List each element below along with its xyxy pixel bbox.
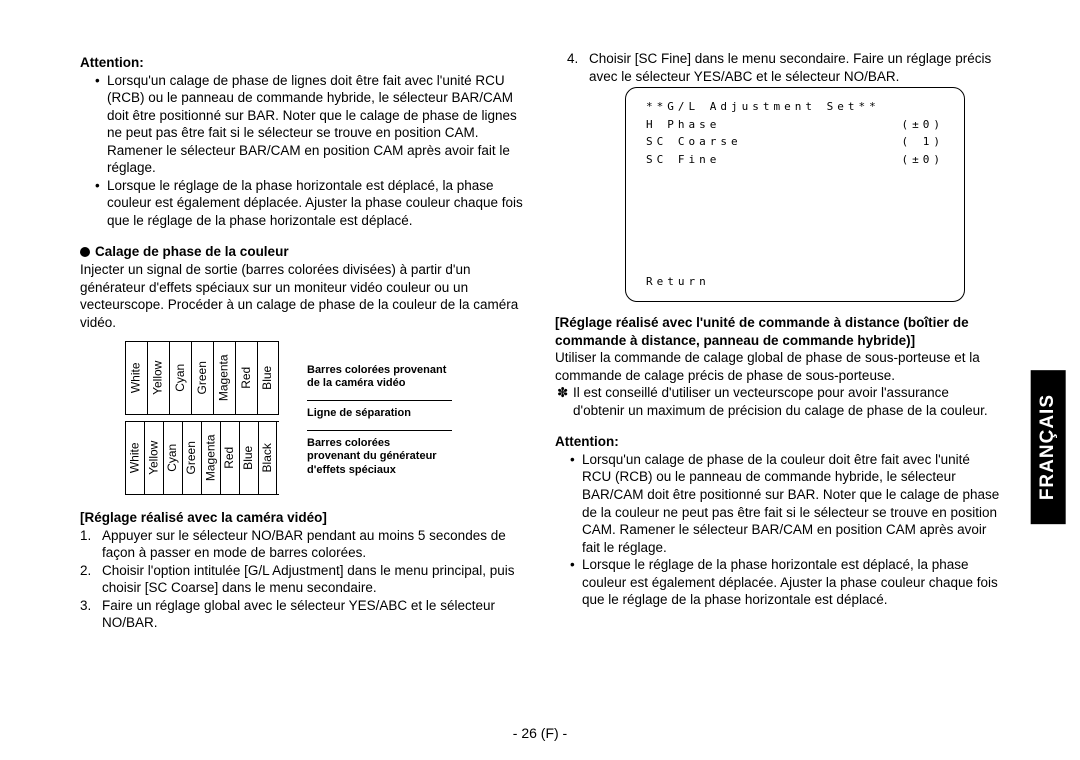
list-item: 2. Choisir l'option intitulée [G/L Adjus… (80, 562, 525, 597)
color-cell: Cyan (163, 422, 182, 494)
tip-text: Il est conseillé d'utiliser un vecteursc… (573, 384, 1000, 419)
circle-icon (80, 247, 90, 257)
color-cell: Red (235, 342, 257, 414)
list-number: 4. (567, 50, 589, 85)
left-column: Attention: • Lorsqu'un calage de phase d… (80, 50, 525, 632)
color-cell: Blue (239, 422, 258, 494)
bullet-text: Lorsque le réglage de la phase horizonta… (582, 556, 1000, 609)
menu-row: SC Coarse ( 1) (646, 133, 944, 151)
diagram-label: Ligne de séparation (307, 407, 452, 420)
diamond-icon: ✽ (557, 384, 569, 419)
color-cell: Magenta (213, 342, 235, 414)
attention-label: Attention: (555, 433, 1000, 451)
list-number: 2. (80, 562, 102, 597)
menu-title: **G/L Adjustment Set** (646, 98, 944, 116)
list-text: Appuyer sur le sélecteur NO/BAR pendant … (102, 527, 525, 562)
color-cell: Yellow (144, 422, 163, 494)
bullet-dot: • (95, 72, 107, 177)
bullet-dot: • (95, 177, 107, 230)
language-tab: FRANÇAIS (1031, 370, 1066, 524)
menu-display: **G/L Adjustment Set** H Phase (±0) SC C… (625, 87, 965, 302)
list-text: Choisir [SC Fine] dans le menu secondair… (589, 50, 1000, 85)
right-column: 4. Choisir [SC Fine] dans le menu second… (555, 50, 1000, 632)
body-text: Utiliser la commande de calage global de… (555, 349, 1000, 384)
list-item: 3. Faire un réglage global avec le sélec… (80, 597, 525, 632)
tip-item: ✽ Il est conseillé d'utiliser un vecteur… (557, 384, 1000, 419)
attention-bullet: • Lorsque le réglage de la phase horizon… (570, 556, 1000, 609)
color-cell: Blue (257, 342, 279, 414)
divider-line (307, 400, 452, 401)
label-text: Barres colorées (307, 437, 390, 449)
menu-row: H Phase (±0) (646, 116, 944, 134)
bullet-dot: • (570, 451, 582, 556)
subheading: [Réglage réalisé avec l'unité de command… (555, 314, 1000, 349)
list-number: 3. (80, 597, 102, 632)
menu-label: SC Fine (646, 151, 720, 169)
color-cell: Yellow (147, 342, 169, 414)
color-cell: Black (258, 422, 277, 494)
menu-return: Return (646, 273, 944, 291)
attention-label: Attention: (80, 54, 525, 72)
menu-value: (±0) (902, 151, 945, 169)
attention-bullet: • Lorsqu'un calage de phase de lignes do… (95, 72, 525, 177)
label-text: d'effets spéciaux (307, 464, 396, 476)
color-cell: Cyan (169, 342, 191, 414)
page-number: - 26 (F) - (0, 724, 1080, 742)
menu-label: H Phase (646, 116, 720, 134)
section-title: Calage de phase de la couleur (95, 243, 289, 261)
diagram-labels: Barres colorées provenant de la caméra v… (307, 360, 452, 477)
color-cell: Magenta (201, 422, 220, 494)
color-cell: Green (191, 342, 213, 414)
color-bar-diagram: WhiteYellowCyanGreenMagentaRedBlue White… (125, 341, 525, 495)
list-item: 1. Appuyer sur le sélecteur NO/BAR penda… (80, 527, 525, 562)
diagram-label: Barres colorées provenant du générateur … (307, 437, 452, 477)
bullet-text: Lorsqu'un calage de phase de la couleur … (582, 451, 1000, 556)
subheading: [Réglage réalisé avec la caméra vidéo] (80, 509, 525, 527)
bullet-text: Lorsque le réglage de la phase horizonta… (107, 177, 525, 230)
section-body: Injecter un signal de sortie (barres col… (80, 261, 525, 331)
color-row-2: WhiteYellowCyanGreenMagentaRedBlueBlack (125, 421, 279, 495)
attention-bullet: • Lorsque le réglage de la phase horizon… (95, 177, 525, 230)
color-cell: White (125, 422, 144, 494)
color-cell: White (125, 342, 147, 414)
attention-bullet: • Lorsqu'un calage de phase de la couleu… (570, 451, 1000, 556)
menu-value: (±0) (902, 116, 945, 134)
bullet-dot: • (570, 556, 582, 609)
list-text: Faire un réglage global avec le sélecteu… (102, 597, 525, 632)
menu-label: SC Coarse (646, 133, 742, 151)
label-text: provenant du générateur (307, 450, 437, 462)
color-cell: Green (182, 422, 201, 494)
list-number: 1. (80, 527, 102, 562)
color-cell: Red (220, 422, 239, 494)
content-columns: Attention: • Lorsqu'un calage de phase d… (80, 50, 1040, 632)
divider-line (307, 430, 452, 431)
menu-row: SC Fine (±0) (646, 151, 944, 169)
label-text: de la caméra vidéo (307, 377, 405, 389)
list-text: Choisir l'option intitulée [G/L Adjustme… (102, 562, 525, 597)
menu-value: ( 1) (902, 133, 945, 151)
diagram-label: Barres colorées provenant de la caméra v… (307, 364, 452, 390)
section-heading: Calage de phase de la couleur (80, 243, 525, 261)
color-boxes: WhiteYellowCyanGreenMagentaRedBlue White… (125, 341, 279, 495)
label-text: Barres colorées provenant (307, 364, 446, 376)
color-row-1: WhiteYellowCyanGreenMagentaRedBlue (125, 341, 279, 415)
bullet-text: Lorsqu'un calage de phase de lignes doit… (107, 72, 525, 177)
list-item: 4. Choisir [SC Fine] dans le menu second… (567, 50, 1000, 85)
